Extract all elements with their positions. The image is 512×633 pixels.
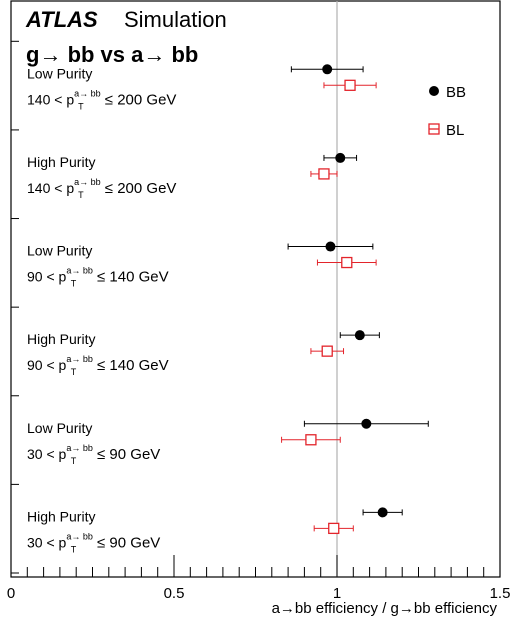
pt-superscript: a→ bb xyxy=(74,177,101,187)
bb-point xyxy=(361,418,372,429)
category-purity-label: High Purity xyxy=(27,154,95,170)
category-purity-label: Low Purity xyxy=(27,65,92,81)
pt-superscript: a→ bb xyxy=(66,354,93,364)
pt-prefix: 90 < p xyxy=(27,357,67,373)
bl-point xyxy=(328,522,340,535)
bb-point xyxy=(322,64,333,75)
pt-superscript: a→ bb xyxy=(74,88,101,98)
pt-prefix: 140 < p xyxy=(27,180,74,196)
pt-prefix: 30 < p xyxy=(27,446,67,462)
bl-point xyxy=(305,434,317,446)
pt-suffix: ≤ 200 GeV xyxy=(101,91,177,108)
atlas-label: ATLAS xyxy=(25,7,98,32)
category-purity-label: Low Purity xyxy=(27,243,92,259)
pt-prefix: 90 < p xyxy=(27,269,67,285)
bb-point xyxy=(325,241,336,252)
x-tick-label: 0 xyxy=(7,585,15,602)
x-axis-ticks xyxy=(10,555,501,577)
pt-superscript: a→ bb xyxy=(66,266,93,276)
pt-prefix: 140 < p xyxy=(27,91,74,107)
x-axis-label: a→bb efficiency / g→bb efficiency xyxy=(272,600,498,617)
legend-label-bb: BB xyxy=(446,84,466,101)
bl-point xyxy=(318,168,330,180)
category-pt-label: 140 < pa→ bb ≤ 200 GeV xyxy=(27,177,176,197)
pt-suffix: ≤ 200 GeV xyxy=(101,180,177,197)
category-pt-label: 30 < pa→ bb ≤ 90 GeV xyxy=(27,531,160,551)
chart-title: g→ bb vs a→ bb xyxy=(26,42,198,67)
category-pt-label: 90 < pa→ bb ≤ 140 GeV xyxy=(27,266,169,286)
pt-subscript: T xyxy=(78,190,84,200)
pt-subscript: T xyxy=(71,456,77,466)
category-pt-label: 90 < pa→ bb ≤ 140 GeV xyxy=(27,354,169,374)
pt-suffix: ≤ 90 GeV xyxy=(93,534,160,551)
pt-suffix: ≤ 140 GeV xyxy=(93,269,169,286)
pt-subscript: T xyxy=(71,367,77,377)
title-part-middle: bb vs a xyxy=(61,42,144,67)
category-purity-label: High Purity xyxy=(27,331,95,347)
bb-point xyxy=(335,152,346,163)
category-pt-label: 140 < pa→ bb ≤ 200 GeV xyxy=(27,88,176,108)
pt-superscript: a→ bb xyxy=(66,443,93,453)
pt-subscript: T xyxy=(71,279,77,289)
bb-point xyxy=(377,507,388,518)
bb-point xyxy=(354,330,365,341)
title-arrow-2: → xyxy=(143,42,165,67)
simulation-label: Simulation xyxy=(124,7,227,32)
x-tick-label: 1 xyxy=(333,585,341,602)
bl-point xyxy=(344,79,356,91)
pt-superscript: a→ bb xyxy=(66,531,93,541)
title-part-g: g xyxy=(26,42,39,67)
x-tick-label: 0.5 xyxy=(164,585,185,602)
category-purity-label: High Purity xyxy=(27,508,95,524)
legend-label-bl: BL xyxy=(446,122,464,139)
x-axis-tick-labels: 0 0.5 1 1.5 xyxy=(7,585,511,602)
pt-prefix: 30 < p xyxy=(27,534,67,550)
pt-subscript: T xyxy=(78,101,84,111)
data-points xyxy=(281,64,429,535)
category-pt-label: 30 < pa→ bb ≤ 90 GeV xyxy=(27,443,160,463)
legend: BB BL xyxy=(428,84,466,139)
title-part-end: bb xyxy=(165,42,198,67)
pt-suffix: ≤ 90 GeV xyxy=(93,446,160,463)
pt-suffix: ≤ 140 GeV xyxy=(93,357,169,374)
bl-point xyxy=(321,345,333,357)
legend-marker-bb xyxy=(429,86,439,96)
bl-point xyxy=(341,256,353,269)
x-tick-label: 1.5 xyxy=(490,585,511,602)
title-arrow-1: → xyxy=(39,42,61,67)
category-purity-label: Low Purity xyxy=(27,420,92,436)
y-axis-ticks xyxy=(11,40,19,574)
pt-subscript: T xyxy=(71,544,77,554)
